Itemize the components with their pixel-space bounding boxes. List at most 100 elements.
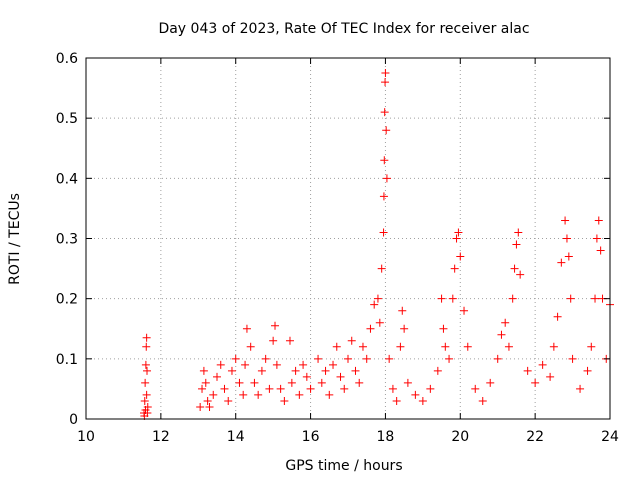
data-point (441, 342, 450, 351)
data-point (538, 360, 547, 369)
x-tick-label: 20 (451, 429, 469, 445)
data-point (142, 342, 151, 351)
data-point (592, 234, 601, 243)
data-point (400, 324, 409, 333)
data-point (486, 378, 495, 387)
data-point (213, 372, 221, 381)
data-point (587, 342, 596, 351)
data-point (199, 366, 208, 375)
data-point (287, 378, 296, 387)
data-point (224, 396, 233, 405)
data-point (340, 384, 349, 393)
data-point (370, 300, 379, 309)
data-point (439, 324, 448, 333)
x-tick-label: 12 (152, 429, 170, 445)
data-point (140, 396, 149, 405)
data-point (196, 402, 205, 411)
y-tick-label: 0.4 (56, 171, 78, 187)
data-point (271, 321, 280, 330)
data-point (205, 402, 214, 411)
x-tick-label: 10 (77, 429, 95, 445)
data-point (272, 360, 281, 369)
data-point (373, 294, 382, 303)
data-point (366, 324, 375, 333)
data-point (566, 294, 575, 303)
y-axis-ticks: 0 0.1 0.2 0.3 0.4 0.5 0.6 (56, 51, 610, 428)
data-point (241, 360, 250, 369)
data-point (433, 366, 442, 375)
data-point (471, 384, 480, 393)
data-point (512, 240, 521, 249)
data-point (546, 372, 555, 381)
data-point (362, 354, 371, 363)
data-point (497, 330, 506, 339)
data-point (257, 366, 266, 375)
x-tick-label: 18 (377, 429, 395, 445)
grid-lines (86, 58, 610, 419)
data-point (379, 228, 388, 237)
data-point (381, 69, 390, 78)
data-point (452, 234, 461, 243)
data-point (344, 354, 352, 363)
data-point (329, 360, 338, 369)
data-point (321, 366, 330, 375)
data-point (380, 156, 389, 165)
data-point (142, 390, 151, 399)
data-point (557, 258, 566, 267)
y-tick-label: 0.6 (56, 51, 78, 67)
data-point (314, 354, 323, 363)
data-point (246, 342, 255, 351)
x-tick-label: 14 (227, 429, 245, 445)
data-point (358, 342, 367, 351)
data-point (445, 354, 454, 363)
data-point (380, 108, 389, 117)
data-point (450, 264, 459, 273)
data-point (239, 390, 248, 399)
data-point (594, 216, 603, 225)
data-point (460, 306, 469, 315)
data-point (382, 126, 391, 135)
data-point (403, 378, 412, 387)
data-point (351, 366, 360, 375)
data-point (523, 366, 532, 375)
data-point (531, 378, 540, 387)
data-point (549, 342, 558, 351)
data-point (220, 384, 229, 393)
data-point (510, 264, 519, 273)
data-point (418, 396, 427, 405)
data-point (141, 360, 150, 369)
data-point (198, 384, 207, 393)
y-tick-label: 0.3 (56, 232, 78, 248)
data-point (396, 342, 405, 351)
data-points (140, 69, 614, 420)
plot-frame (85, 57, 611, 420)
data-point (254, 390, 263, 399)
data-point (514, 228, 523, 237)
data-point (561, 216, 570, 225)
data-point (516, 270, 525, 279)
x-tick-label: 22 (526, 429, 544, 445)
data-point (583, 366, 592, 375)
data-point (382, 174, 391, 183)
data-point (143, 366, 152, 375)
data-point (398, 306, 407, 315)
data-point (142, 333, 151, 342)
data-point (463, 342, 472, 351)
data-point (576, 384, 585, 393)
data-point (504, 342, 513, 351)
data-point (317, 378, 326, 387)
y-tick-label: 0.2 (56, 292, 78, 308)
data-point (141, 378, 150, 387)
data-point (295, 390, 304, 399)
data-point (280, 396, 289, 405)
data-point (332, 342, 341, 351)
data-point (347, 336, 356, 345)
data-point (203, 396, 212, 405)
data-point (299, 360, 308, 369)
data-point (448, 294, 457, 303)
y-tick-label: 0.5 (56, 111, 78, 127)
x-tick-label: 24 (601, 429, 619, 445)
data-point (437, 294, 446, 303)
data-point (302, 372, 311, 381)
data-point (493, 354, 502, 363)
